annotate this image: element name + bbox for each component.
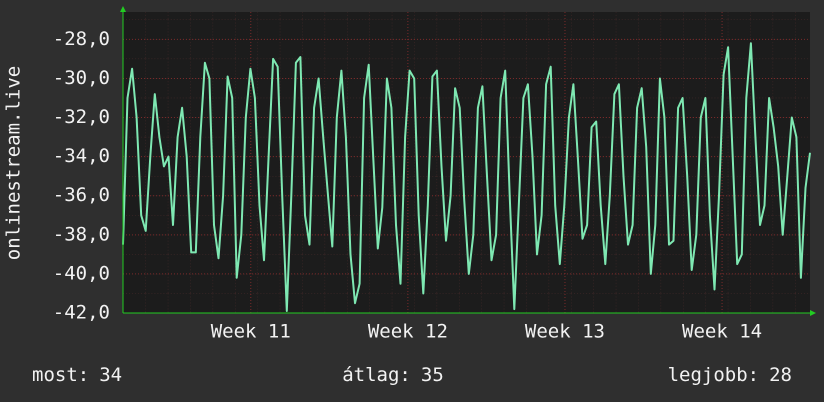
y-tick-label: -28,0 [53,28,110,50]
x-tick-label: Week 14 [682,321,762,343]
legend-entry: legjobb: 28 [668,364,792,386]
x-tick-label: Week 13 [525,321,605,343]
axis-arrow [120,6,126,12]
axis-arrow [810,310,816,316]
y-tick-label: -40,0 [53,262,110,284]
y-tick-label: -42,0 [53,302,110,324]
y-axis-label: onlinestream.live [3,66,25,260]
legend-value: 28 [769,364,792,386]
legend-entry: átlag: 35 [342,364,444,386]
legend-label: most: [32,364,89,386]
legend-entry: most: 34 [32,364,122,386]
legend-label: átlag: [342,364,411,386]
y-tick-label: -34,0 [53,145,110,167]
y-tick-label: -36,0 [53,184,110,206]
y-tick-label: -32,0 [53,106,110,128]
y-tick-label: -30,0 [53,67,110,89]
legend-value: 35 [421,364,444,386]
x-tick-label: Week 11 [211,321,291,343]
data-line [122,42,811,312]
legend-value: 34 [99,364,122,386]
legend-label: legjobb: [668,364,760,386]
y-tick-label: -38,0 [53,223,110,245]
x-tick-label: Week 12 [368,321,448,343]
